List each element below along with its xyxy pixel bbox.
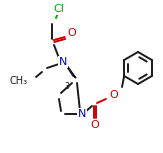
Text: N: N <box>78 109 86 119</box>
Text: Cl: Cl <box>54 4 64 14</box>
Text: 3: 3 <box>65 82 69 91</box>
Text: O: O <box>68 28 76 38</box>
Text: N: N <box>59 57 67 67</box>
Text: CH₃: CH₃ <box>10 76 28 86</box>
Text: O: O <box>91 120 99 130</box>
Polygon shape <box>63 61 76 78</box>
Text: O: O <box>110 90 118 100</box>
